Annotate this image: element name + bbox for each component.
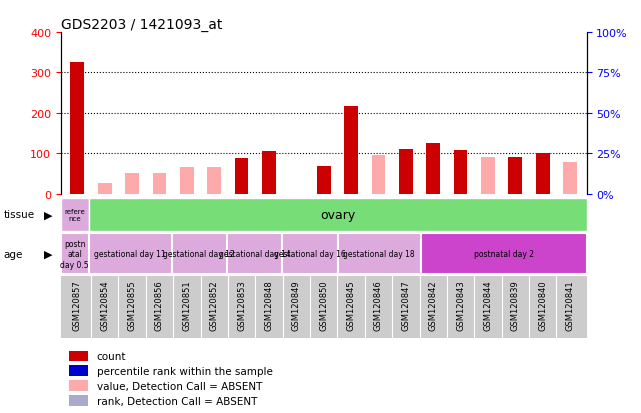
Text: GSM120845: GSM120845 [347,280,356,330]
Text: gestational day 11: gestational day 11 [94,249,166,259]
Text: tissue: tissue [3,210,35,220]
Text: rank, Detection Call = ABSENT: rank, Detection Call = ABSENT [97,396,257,406]
Bar [61,198,88,231]
Bar [227,233,282,275]
Bar [372,156,385,194]
Bar [454,151,467,194]
Bar [426,144,440,194]
Text: GSM120847: GSM120847 [401,280,410,330]
Text: gestational day 18: gestational day 18 [343,249,415,259]
Text: GSM120846: GSM120846 [374,280,383,330]
Bar [69,366,88,376]
Bar [61,233,88,275]
Text: GDS2203 / 1421093_at: GDS2203 / 1421093_at [61,18,222,32]
Bar [98,184,112,194]
Bar [420,233,587,275]
Text: ▶: ▶ [44,210,52,220]
Bar [172,233,227,275]
Text: gestational day 14: gestational day 14 [219,249,290,259]
Text: refere
nce: refere nce [64,208,85,221]
Bar [508,157,522,194]
Text: ovary: ovary [320,208,355,221]
Text: GSM120853: GSM120853 [237,280,246,330]
Text: GSM120849: GSM120849 [292,280,301,330]
Bar [481,158,495,194]
Text: GSM120857: GSM120857 [73,280,82,330]
Text: GSM120854: GSM120854 [100,280,109,330]
Text: count: count [97,351,126,361]
Text: GSM120843: GSM120843 [456,280,465,330]
Text: postn
atal
day 0.5: postn atal day 0.5 [60,239,89,269]
Text: ▶: ▶ [44,249,52,259]
Bar [71,63,84,194]
Bar [69,395,88,406]
Bar [235,159,249,194]
Text: gestational day 12: gestational day 12 [163,249,235,259]
Text: GSM120848: GSM120848 [265,280,274,330]
Text: value, Detection Call = ABSENT: value, Detection Call = ABSENT [97,381,262,391]
Bar [344,106,358,194]
Text: GSM120852: GSM120852 [210,280,219,330]
Bar [207,168,221,194]
Bar [536,154,549,194]
Bar [282,233,338,275]
Text: GSM120850: GSM120850 [319,280,328,330]
Bar [563,163,577,194]
Text: percentile rank within the sample: percentile rank within the sample [97,366,272,376]
Text: postnatal day 2: postnatal day 2 [474,249,533,259]
Bar [317,167,331,194]
Bar [153,174,166,194]
Bar [69,380,88,391]
Text: GSM120842: GSM120842 [429,280,438,330]
Text: GSM120840: GSM120840 [538,280,547,330]
Bar [338,233,420,275]
Text: age: age [3,249,22,259]
Bar [262,152,276,194]
Text: GSM120839: GSM120839 [511,280,520,330]
Bar [399,150,413,194]
Bar [125,174,139,194]
Bar [88,233,172,275]
Text: GSM120844: GSM120844 [483,280,492,330]
Text: gestational day 16: gestational day 16 [274,249,345,259]
Text: GSM120856: GSM120856 [155,280,164,330]
Bar [69,351,88,361]
Bar [180,168,194,194]
Text: GSM120851: GSM120851 [182,280,191,330]
Text: GSM120841: GSM120841 [565,280,574,330]
Text: GSM120855: GSM120855 [128,280,137,330]
